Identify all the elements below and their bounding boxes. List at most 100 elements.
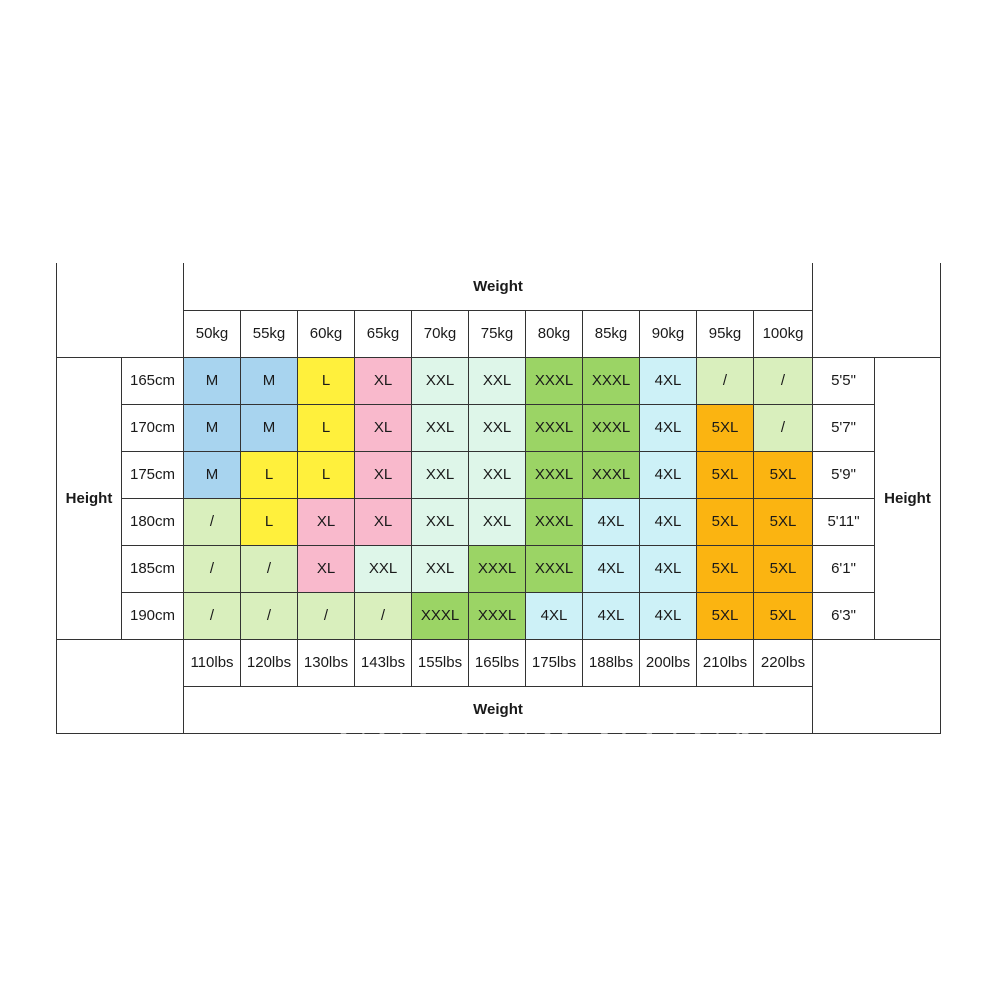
size-cell: XXL [411, 403, 469, 452]
lbs-header-cell: 110lbs [183, 638, 241, 687]
size-cell: XXL [354, 544, 412, 593]
size-cell: M [183, 356, 241, 405]
size-cell: XXXL [525, 356, 583, 405]
ft-cell: 6'1" [812, 544, 876, 593]
cm-cell: 165cm [121, 356, 184, 405]
corner-top-left [56, 263, 184, 358]
size-cell: XXXL [582, 403, 640, 452]
size-cell: 5XL [696, 591, 754, 640]
size-cell: XL [354, 450, 412, 499]
size-cell: M [240, 403, 298, 452]
size-cell: M [183, 450, 241, 499]
lbs-header-cell: 175lbs [525, 638, 583, 687]
size-cell: / [354, 591, 412, 640]
size-cell: / [183, 497, 241, 546]
size-cell: 5XL [752, 544, 814, 593]
kg-header-cell: 100kg [752, 309, 814, 358]
size-cell: XL [297, 544, 355, 593]
size-cell: / [183, 591, 241, 640]
size-cell: 5XL [696, 544, 754, 593]
size-row: 170cm M M L XL XXL XXL XXXL XXXL 4XL 5XL/5'7" [57, 403, 941, 452]
kg-header-cell: 55kg [240, 309, 298, 358]
size-cell: XXL [468, 403, 526, 452]
size-cell: 4XL [639, 497, 697, 546]
size-cell: XXL [468, 356, 526, 405]
size-cell: 5XL [752, 591, 814, 640]
lbs-header-cell: 210lbs [696, 638, 754, 687]
size-cell: XL [354, 497, 412, 546]
kg-header-cell: 95kg [696, 309, 754, 358]
lbs-header-cell: 200lbs [639, 638, 697, 687]
lbs-header-row: 110lbs 120lbs 130lbs 143lbs 155lbs 165lbs 175l… [56, 638, 942, 735]
weight-label-bottom: Weight [182, 685, 814, 735]
size-cell: 4XL [639, 544, 697, 593]
kg-header-row: 50kg 55kg 60kg 65kg 70kg 75kg 80kg 85kg 90kg 95kg… [57, 309, 941, 358]
size-cell: 4XL [639, 450, 697, 499]
kg-header-cell: 85kg [582, 309, 640, 358]
size-cell: XXL [411, 544, 469, 593]
kg-header-cell: 50kg [183, 309, 241, 358]
corner-bottom-right [812, 638, 942, 735]
size-cell: 4XL [525, 591, 583, 640]
weight-title-row: Weight [56, 263, 942, 358]
size-row: 185cm / / XL XXL XXL XXXL XXXL 4XL 4XL 5XL 5XL 6'1" [57, 544, 941, 593]
size-row: 175cm M L L XL XXL XXL XXXL XXXL 4XL 5XL 5XL 5'9" [57, 450, 941, 499]
size-row: 180cm / L XL XL XXL XXL XXXL 4XL 4XL 5XL 5XL 5'11" [57, 497, 941, 546]
kg-header-cell: 90kg [639, 309, 697, 358]
size-cell: 5XL [696, 403, 754, 452]
kg-header-cell: 60kg [297, 309, 355, 358]
size-cell: 5XL [696, 450, 754, 499]
size-cell: 5XL [752, 497, 814, 546]
kg-header-cell: 80kg [525, 309, 583, 358]
size-cell: 5XL [696, 497, 754, 546]
size-cell: M [240, 356, 298, 405]
size-chart-container: Weight 50kg 55kg 60kg 65kg 70kg 75kg 80kg 85kg 90… [56, 263, 942, 777]
cm-cell: 185cm [121, 544, 184, 593]
size-cell: / [240, 544, 298, 593]
size-cell: XXL [468, 450, 526, 499]
size-cell: XXXL [525, 497, 583, 546]
lbs-header-cell: 165lbs [468, 638, 526, 687]
size-cell: XXL [468, 497, 526, 546]
size-cell: XL [297, 497, 355, 546]
corner-bottom-left [56, 638, 184, 735]
ft-cell: 5'7" [812, 403, 876, 452]
size-cell: XXXL [411, 591, 469, 640]
size-cell: XL [354, 356, 412, 405]
size-cell: XXXL [582, 356, 640, 405]
cm-cell: 180cm [121, 497, 184, 546]
size-cell: 5XL [752, 450, 814, 499]
size-cell: 4XL [639, 356, 697, 405]
size-cell: XL [354, 403, 412, 452]
size-cell: XXXL [582, 450, 640, 499]
size-cell: XXL [411, 497, 469, 546]
kg-header-cell: 75kg [468, 309, 526, 358]
lbs-header-cell: 130lbs [297, 638, 355, 687]
size-cell: XXL [411, 450, 469, 499]
cm-cell: 170cm [121, 403, 184, 452]
kg-header-cell: 65kg [354, 309, 412, 358]
size-cell: XXXL [525, 403, 583, 452]
size-cell: / [696, 356, 754, 405]
ft-cell: 5'9" [812, 450, 876, 499]
size-cell: L [297, 356, 355, 405]
lbs-header-cell: 220lbs [752, 638, 814, 687]
ft-cell: 5'5" [812, 356, 876, 405]
size-cell: XXL [411, 356, 469, 405]
lbs-header-cell: 120lbs [240, 638, 298, 687]
ft-cell: 5'11" [812, 497, 876, 546]
ft-cell: 6'3" [812, 591, 876, 640]
lbs-header-cell: 188lbs [582, 638, 640, 687]
size-cell: / [183, 544, 241, 593]
size-cell: 4XL [639, 403, 697, 452]
kg-header-cell: 70kg [411, 309, 469, 358]
height-label-right: Height [874, 356, 942, 640]
cm-cell: 190cm [121, 591, 184, 640]
size-row: 190cm / / / / XXXL XXXL 4XL 4XL 4XL 5XL 5XL 6'3" [57, 591, 941, 640]
size-chart-table: Weight 50kg 55kg 60kg 65kg 70kg 75kg 80kg 85kg 90… [56, 263, 942, 735]
weight-footer-row: Weight [57, 685, 941, 735]
size-cell: / [240, 591, 298, 640]
size-cell: L [297, 403, 355, 452]
weight-label-top: Weight [182, 263, 814, 311]
cm-cell: 175cm [121, 450, 184, 499]
